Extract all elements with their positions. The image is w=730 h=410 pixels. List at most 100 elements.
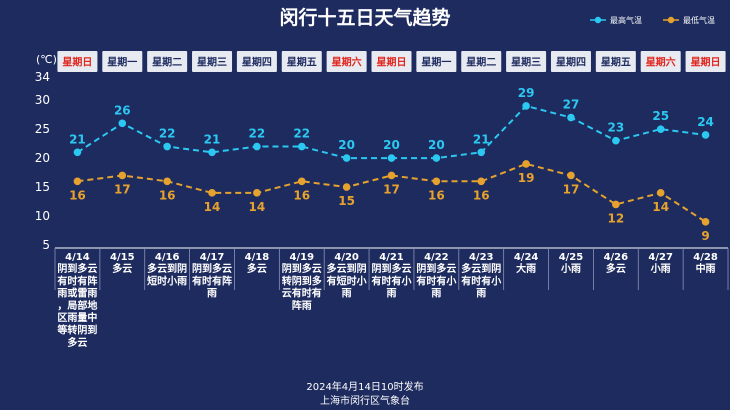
weekday-box: [147, 51, 188, 72]
date-label: 4/21: [379, 252, 404, 263]
low-temp-value-label: 17: [383, 182, 400, 196]
weather-line: 大雨: [516, 262, 536, 275]
high-temp-point: [656, 125, 665, 133]
weather-line: 多云到阴: [461, 262, 501, 275]
low-temp-point: [253, 189, 261, 197]
weather-line: 多云到阴: [327, 262, 367, 275]
weather-description: 阴到多云有时有阵雨: [192, 262, 232, 300]
weather-line: 云有时有: [282, 287, 322, 300]
weather-line: 多云: [67, 336, 87, 349]
y-tick-label: 25: [35, 122, 50, 136]
weather-line: 多云到阴: [147, 262, 187, 275]
low-temp-point: [118, 171, 127, 180]
date-label: 4/18: [245, 252, 270, 263]
y-tick-label: 10: [35, 209, 50, 223]
weekday-label: 星期四: [556, 56, 586, 69]
weather-line: 雨: [431, 288, 441, 300]
high-temp-point: [297, 142, 306, 151]
high-temp-point: [163, 142, 171, 151]
high-temp-point: [387, 154, 396, 162]
low-temp-point: [432, 177, 441, 186]
low-temp-value-label: 9: [701, 229, 709, 243]
low-temp-value-label: 12: [607, 211, 624, 225]
weather-line: 雨或雷雨: [57, 287, 97, 300]
weekday-box: [236, 51, 277, 72]
weather-line: 有时有小: [372, 274, 412, 287]
weather-line: 阴到多云: [282, 262, 322, 275]
footer-publish-time: 2024年4月14日10时发布: [306, 380, 423, 393]
high-temp-point: [342, 154, 351, 162]
high-temp-value-label: 20: [383, 138, 400, 152]
high-temp-value-label: 22: [249, 127, 266, 141]
low-temp-point: [208, 189, 216, 197]
weekday-label: 星期三: [197, 56, 227, 69]
weather-line: 有时有阵: [57, 274, 97, 287]
weekday-box: [281, 51, 322, 72]
weather-description: 阴到多云有时有小雨: [416, 262, 456, 300]
weather-line: 阴到多云: [192, 262, 232, 275]
weather-description: 中雨: [696, 262, 716, 275]
high-temp-point: [701, 131, 710, 139]
weather-description: 阴到多云有时有小雨: [372, 262, 412, 300]
y-axis-unit: (℃): [36, 53, 57, 66]
weather-description: 多云: [247, 262, 267, 275]
high-temp-point: [477, 148, 486, 157]
low-temp-value-label: 19: [518, 171, 535, 185]
date-label: 4/15: [110, 252, 135, 263]
legend-high-marker: [594, 16, 602, 24]
weather-line: 等转阴到: [57, 324, 97, 337]
weather-description: 多云: [112, 262, 132, 275]
low-temp-value-label: 16: [69, 188, 86, 202]
weather-description: 多云到阴有短时小雨: [327, 262, 367, 300]
weekday-label: 星期六: [332, 56, 362, 69]
weekday-label: 星期一: [421, 56, 451, 69]
weekday-box: [326, 51, 367, 72]
weather-line: 雨: [207, 288, 217, 300]
weekday-box: [506, 51, 547, 72]
weather-line: 阴到多云: [57, 262, 97, 275]
weekday-label: 星期日: [691, 56, 721, 69]
high-temp-value-label: 21: [473, 132, 490, 146]
weather-line: 区雨量中: [57, 311, 97, 324]
low-temp-point: [342, 183, 351, 191]
date-label: 4/28: [693, 252, 718, 263]
weather-line: 有短时小: [327, 274, 367, 287]
high-temperature-series: 21 26 22 21 22 22 20 20 20 21 29 27 23 25 24: [69, 86, 714, 162]
weekday-box: [461, 51, 502, 72]
weekday-box: [640, 51, 681, 72]
weather-description: 多云到阴短时小雨: [147, 262, 187, 287]
chart-title: 闵行十五日天气趋势: [279, 6, 450, 29]
weather-description: 小雨: [650, 262, 671, 275]
weather-line: 小雨: [650, 262, 671, 275]
date-label: 4/26: [604, 252, 629, 263]
weekday-label: 星期日: [377, 56, 407, 69]
footer-issuer: 上海市闵行区气象台: [320, 394, 410, 407]
y-axis: 5 10 15 20 25 30 34: [35, 70, 50, 252]
low-temp-point: [297, 177, 306, 186]
date-label: 4/16: [155, 252, 180, 263]
high-temp-value-label: 20: [428, 138, 445, 152]
low-temp-point: [701, 218, 710, 226]
low-temp-point: [73, 177, 82, 186]
weather-description: 阴到多云转阴到多云有时有阵雨: [282, 262, 322, 312]
weekday-label: 星期二: [152, 56, 182, 69]
weekday-box: [685, 51, 726, 72]
high-temp-point: [208, 148, 216, 157]
weather-description: 小雨: [560, 262, 581, 275]
weather-line: 多云: [247, 262, 267, 275]
low-temperature-series: 16 17 16 14 14 16 15 17 16 16 19 17 12 14 9: [69, 160, 710, 243]
date-label: 4/22: [424, 252, 449, 263]
low-temp-point: [477, 177, 486, 186]
weather-description: 多云到阴有时有小雨: [461, 262, 501, 300]
date-label: 4/25: [559, 252, 584, 263]
low-temp-value-label: 14: [249, 200, 266, 214]
high-temp-value-label: 22: [293, 127, 310, 141]
weekday-row: 星期日 星期一 星期二 星期三 星期四 星期五 星期六 星期日 星期一 星期二 星期三 星期四 星期五 星…: [57, 51, 726, 72]
high-temp-point: [432, 154, 441, 162]
high-temp-value-label: 27: [563, 98, 580, 112]
weather-line: 有时有阵: [192, 274, 232, 287]
high-temp-value-label: 25: [652, 109, 669, 123]
weekday-label: 星期日: [62, 56, 92, 69]
low-temp-value-label: 17: [114, 182, 131, 196]
